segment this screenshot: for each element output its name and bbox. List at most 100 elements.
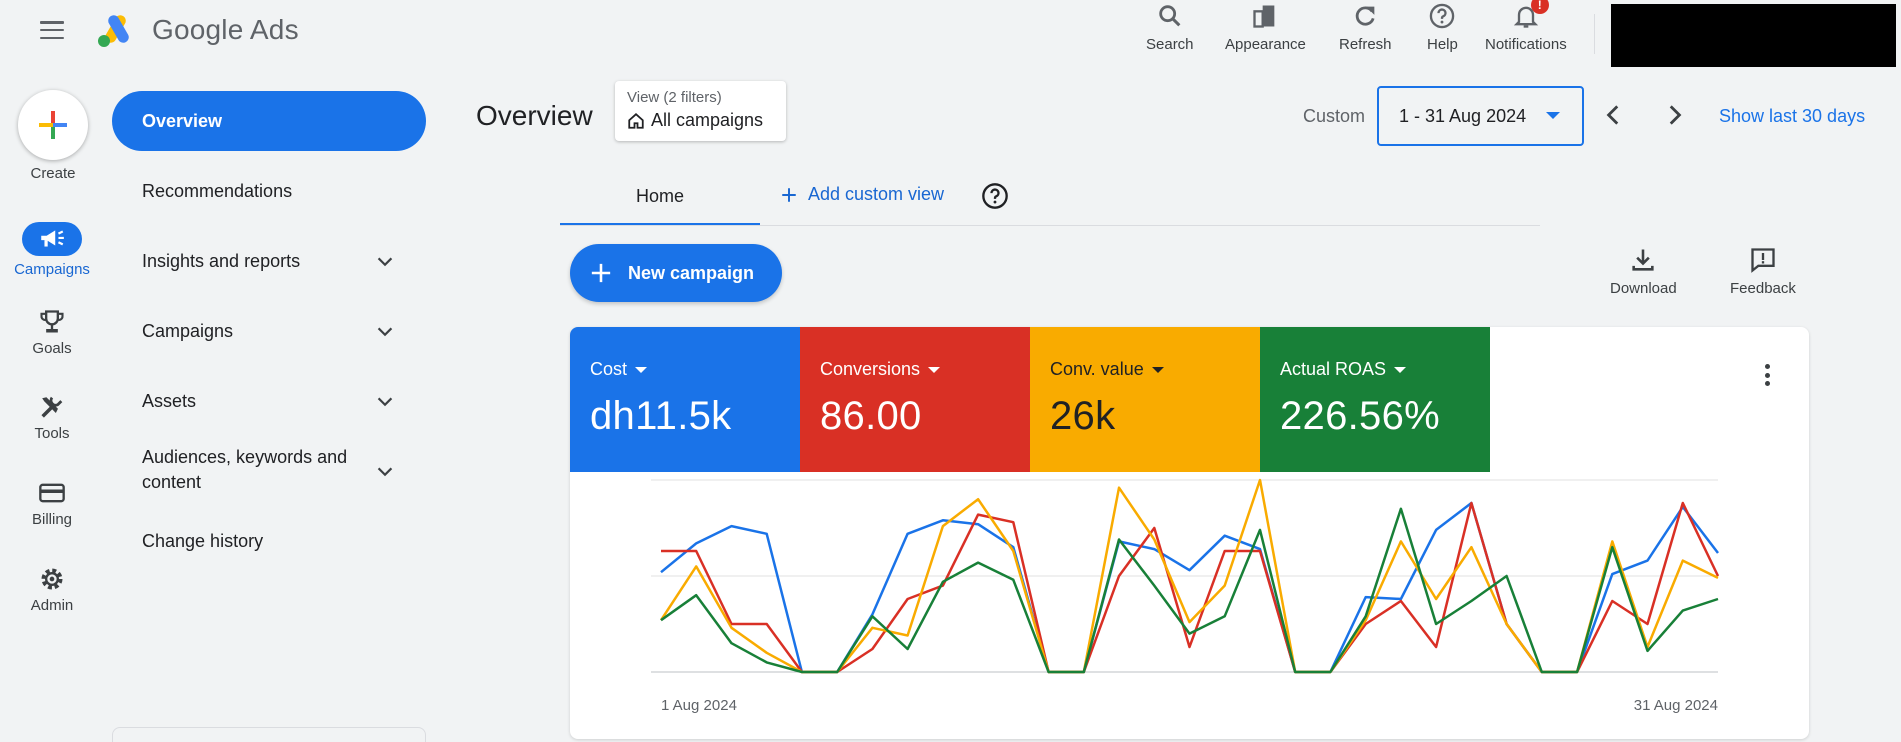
metric-conversions[interactable]: Conversions 86.00	[800, 327, 1030, 472]
performance-chart: 1 Aug 2024 31 Aug 2024	[651, 478, 1720, 714]
custom-label: Custom	[1303, 106, 1366, 126]
google-ads-logo-icon	[98, 15, 129, 47]
create-button[interactable]	[18, 90, 88, 160]
new-campaign-button[interactable]: New campaign	[570, 244, 782, 302]
chevron-left-icon[interactable]	[1601, 102, 1627, 128]
add-custom-view-label: Add custom view	[808, 184, 945, 204]
account-area[interactable]	[1611, 4, 1896, 67]
rail-billing-label: Billing	[31, 511, 73, 528]
rail-tools-label: Tools	[34, 425, 70, 442]
page-title: Overview	[476, 100, 593, 131]
plus-icon	[782, 187, 796, 202]
chevron-down-icon[interactable]	[374, 321, 396, 343]
app-name: Google Ads	[152, 14, 299, 45]
nav-insights-reports[interactable]: Insights and reports	[142, 251, 301, 271]
view-selector[interactable]: View (2 filters) All campaigns	[615, 81, 786, 141]
chevron-down-icon[interactable]	[374, 251, 396, 273]
help-tool[interactable]: Help	[1427, 2, 1458, 53]
view-name: All campaigns	[651, 110, 764, 130]
rail-campaigns[interactable]: Campaigns	[0, 222, 104, 278]
nav-audiences-line2: content	[142, 472, 202, 492]
new-campaign-label: New campaign	[628, 262, 755, 283]
metric-actual-roas-label: Actual ROAS	[1280, 359, 1387, 379]
metric-actual-roas[interactable]: Actual ROAS 226.56%	[1260, 327, 1490, 472]
plus-icon	[39, 111, 67, 139]
rail-campaigns-label: Campaigns	[14, 261, 90, 278]
rail-admin[interactable]: Admin	[0, 565, 104, 614]
rail-campaigns-pill	[22, 222, 82, 256]
nav-bottom-panel[interactable]	[112, 727, 426, 742]
metric-conv-value-label: Conv. value	[1050, 359, 1144, 379]
appearance-icon	[1253, 5, 1275, 28]
feedback-label: Feedback	[1730, 280, 1796, 297]
create-label: Create	[30, 165, 76, 182]
dropdown-caret-icon	[1394, 366, 1407, 373]
metric-conv-value-value: 26k	[1050, 394, 1116, 438]
feedback-button[interactable]: Feedback	[1730, 246, 1796, 297]
appearance-label: Appearance	[1225, 36, 1306, 53]
notifications-label: Notifications	[1485, 36, 1567, 53]
dropdown-caret-icon	[1546, 112, 1560, 119]
dropdown-caret-icon	[1151, 366, 1164, 373]
main-menu-button[interactable]	[38, 18, 66, 42]
tab-home[interactable]: Home	[560, 182, 760, 226]
nav-change-history[interactable]: Change history	[142, 531, 264, 551]
help-icon	[1430, 3, 1455, 29]
view-filters-label: View (2 filters)	[627, 89, 722, 106]
refresh-label: Refresh	[1339, 36, 1392, 53]
search-tool[interactable]: Search	[1146, 2, 1194, 53]
trophy-icon	[40, 310, 64, 333]
metric-conversions-label: Conversions	[820, 359, 921, 379]
home-icon	[628, 112, 644, 129]
download-icon	[1632, 249, 1654, 271]
notification-badge: !	[1530, 0, 1549, 14]
help-label: Help	[1427, 36, 1458, 53]
plus-icon	[591, 263, 611, 283]
top-bar: Google Ads Search Appearance Refresh Hel…	[0, 0, 1901, 67]
nav-overview[interactable]: Overview	[112, 91, 426, 151]
rail-admin-label: Admin	[30, 597, 74, 614]
tab-divider	[560, 225, 1540, 226]
chevron-down-icon[interactable]	[374, 461, 396, 483]
dropdown-caret-icon	[635, 366, 648, 373]
nav-audiences-line1: Audiences, keywords and	[142, 447, 348, 467]
x-axis-end-label: 31 Aug 2024	[1634, 697, 1718, 714]
more-options-icon[interactable]	[1755, 361, 1779, 389]
metric-cost[interactable]: Cost dh11.5k	[570, 327, 800, 472]
refresh-icon	[1356, 6, 1375, 26]
series-line-conversions	[661, 501, 1720, 674]
x-axis-start-label: 1 Aug 2024	[661, 697, 737, 714]
megaphone-icon	[41, 230, 64, 247]
chevron-down-icon[interactable]	[374, 391, 396, 413]
nav-audiences-keywords-content[interactable]: Audiences, keywords and content	[142, 445, 347, 495]
metric-conversions-value: 86.00	[820, 394, 922, 438]
notifications-tool[interactable]: Notifications !	[1485, 0, 1567, 53]
date-range-select[interactable]: 1 - 31 Aug 2024	[1377, 86, 1584, 146]
chevron-right-icon[interactable]	[1661, 102, 1687, 128]
performance-card: Cost dh11.5k Conversions 86.00 Conv. val…	[570, 327, 1809, 739]
refresh-tool[interactable]: Refresh	[1339, 2, 1392, 53]
help-icon[interactable]	[981, 182, 1009, 210]
search-label: Search	[1146, 36, 1194, 53]
nav-assets[interactable]: Assets	[142, 391, 197, 411]
appearance-tool[interactable]: Appearance	[1225, 2, 1306, 53]
search-icon	[1159, 5, 1181, 27]
tools-icon	[41, 396, 63, 418]
toolbar-divider	[1594, 14, 1595, 54]
feedback-icon	[1751, 248, 1775, 273]
download-button[interactable]: Download	[1610, 246, 1677, 297]
nav-campaigns[interactable]: Campaigns	[142, 321, 234, 341]
rail-tools[interactable]: Tools	[0, 393, 104, 442]
bell-icon	[1513, 6, 1538, 28]
rail-billing[interactable]: Billing	[0, 479, 104, 528]
rail-goals-label: Goals	[32, 340, 72, 357]
rail-goals[interactable]: Goals	[0, 308, 104, 357]
nav-recommendations[interactable]: Recommendations	[142, 181, 293, 201]
show-last-30-days-link[interactable]: Show last 30 days	[1719, 106, 1866, 126]
add-custom-view-tab[interactable]: Add custom view	[780, 184, 944, 205]
metric-cost-value: dh11.5k	[590, 394, 732, 438]
metric-actual-roas-value: 226.56%	[1280, 394, 1441, 438]
metric-cost-label: Cost	[590, 359, 628, 379]
metric-conv-value[interactable]: Conv. value 26k	[1030, 327, 1260, 472]
gear-icon	[41, 568, 63, 590]
